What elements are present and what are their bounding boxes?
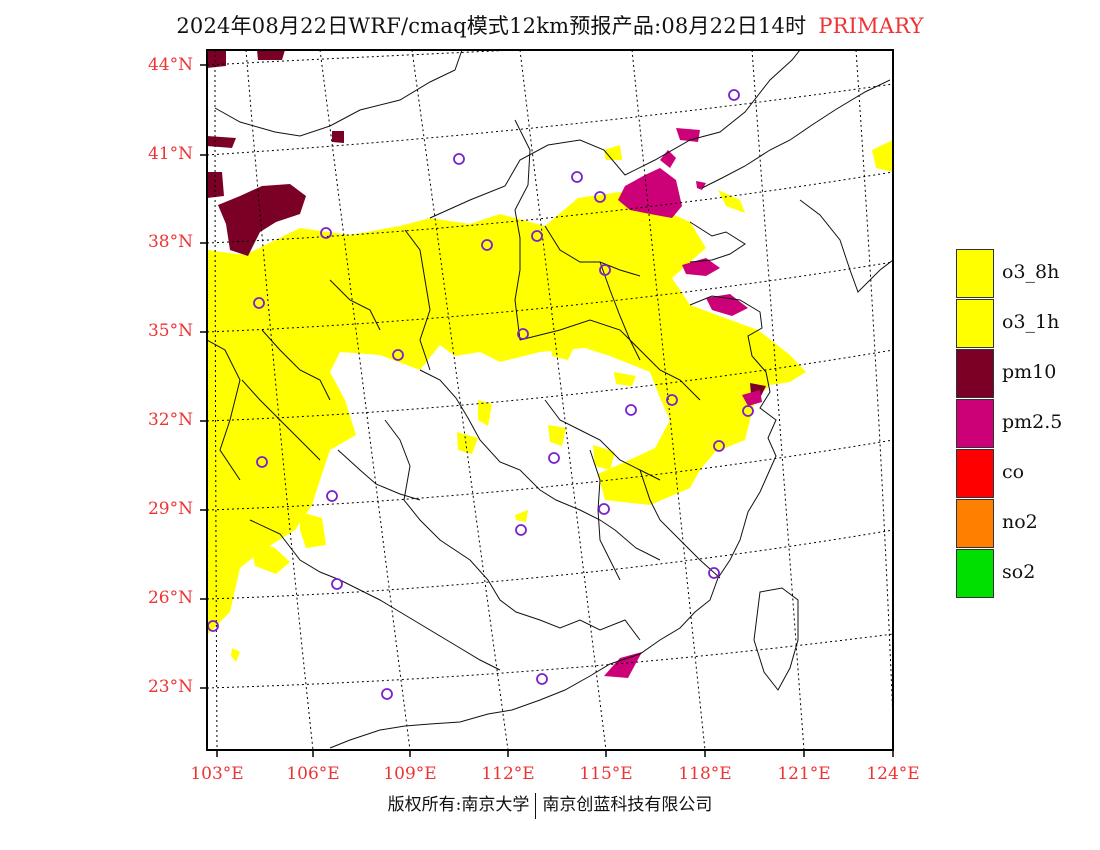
lon-label-112e: 112°E — [481, 764, 535, 784]
legend-swatch — [956, 449, 994, 498]
legend-label: so2 — [1002, 561, 1036, 583]
station-marker — [256, 456, 268, 468]
lat-label-32n: 32°N — [147, 410, 193, 430]
lon-label-118e: 118°E — [678, 764, 732, 784]
legend-label: pm2.5 — [1002, 411, 1063, 433]
station-marker — [253, 297, 265, 309]
legend-label: co — [1002, 461, 1025, 483]
station-marker — [548, 452, 560, 464]
axis-ticks — [200, 64, 894, 757]
station-marker — [392, 349, 404, 361]
station-marker — [331, 578, 343, 590]
station-marker — [515, 524, 527, 536]
pm10-regions — [207, 50, 766, 398]
ozone-regions — [207, 140, 893, 662]
legend-swatch — [956, 499, 994, 548]
copyright-separator — [535, 792, 537, 819]
lat-label-41n: 41°N — [147, 144, 193, 164]
legend-swatch — [956, 249, 994, 298]
lat-label-38n: 38°N — [147, 232, 193, 252]
lon-label-121e: 121°E — [777, 764, 831, 784]
station-marker — [453, 153, 465, 165]
lon-label-109e: 109°E — [383, 764, 437, 784]
lon-label-115e: 115°E — [579, 764, 633, 784]
lat-label-26n: 26°N — [147, 588, 193, 608]
station-marker — [599, 264, 611, 276]
lon-label-106e: 106°E — [286, 764, 340, 784]
station-marker — [728, 89, 740, 101]
station-markers — [207, 89, 754, 700]
primary-tag: PRIMARY — [818, 14, 924, 38]
boundary-lines — [207, 50, 893, 749]
pm25-regions — [604, 128, 762, 678]
copyright-owner: 版权所有:南京大学 — [387, 795, 530, 815]
station-marker — [381, 688, 393, 700]
lat-label-35n: 35°N — [147, 321, 193, 341]
legend-label: o3_8h — [1002, 261, 1060, 283]
map-title: 2024年08月22日WRF/cmaq模式12km预报产品:08月22日14时 P… — [0, 10, 1100, 40]
legend-swatch — [956, 399, 994, 448]
station-marker — [571, 171, 583, 183]
station-marker — [598, 503, 610, 515]
lon-label-124e: 124°E — [866, 764, 920, 784]
station-marker — [713, 440, 725, 452]
station-marker — [742, 405, 754, 417]
station-marker — [320, 227, 332, 239]
lat-label-29n: 29°N — [147, 499, 193, 519]
copyright-company: 南京创蓝科技有限公司 — [542, 795, 713, 815]
title-text: 2024年08月22日WRF/cmaq模式12km预报产品:08月22日14时 — [176, 14, 807, 38]
legend-swatch — [956, 549, 994, 598]
station-marker — [536, 673, 548, 685]
station-marker — [531, 230, 543, 242]
lat-label-44n: 44°N — [147, 55, 193, 75]
legend-label: o3_1h — [1002, 311, 1060, 333]
lon-label-103e: 103°E — [190, 764, 244, 784]
station-marker — [326, 490, 338, 502]
station-marker — [517, 328, 529, 340]
station-marker — [594, 191, 606, 203]
copyright-line: 版权所有:南京大学 南京创蓝科技有限公司 — [0, 790, 1100, 819]
legend-swatch — [956, 349, 994, 398]
lat-label-23n: 23°N — [147, 677, 193, 697]
station-marker — [625, 404, 637, 416]
station-marker — [708, 567, 720, 579]
legend-label: pm10 — [1002, 361, 1057, 383]
station-marker — [481, 239, 493, 251]
station-marker — [666, 394, 678, 406]
map-frame — [206, 49, 894, 751]
legend-label: no2 — [1002, 511, 1038, 533]
graticule — [207, 50, 893, 750]
legend-swatch — [956, 299, 994, 348]
